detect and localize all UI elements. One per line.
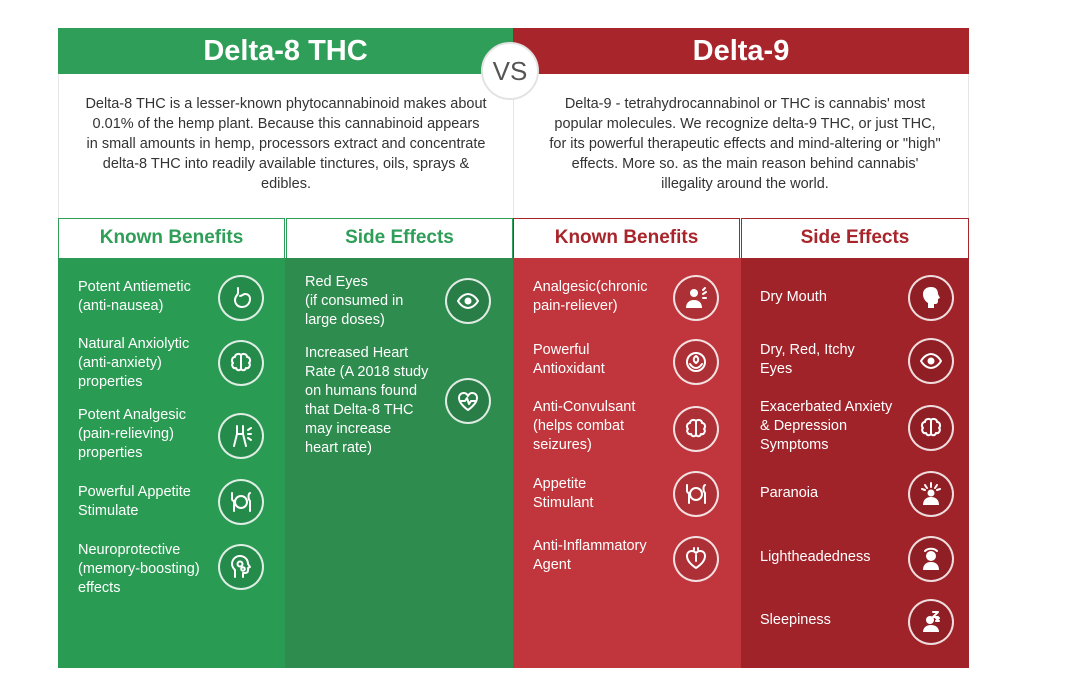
delta8-benefit-item-3: Potent Analgesic (pain-relieving) properti…	[78, 407, 187, 461]
alert-person-icon	[908, 471, 954, 517]
heart-rate-icon	[445, 378, 491, 424]
delta9-benefit-item-2: Powerful Antioxidant	[533, 342, 605, 377]
comparison-infographic: Delta-8 THC Delta-9 VS Delta-8 THC is a …	[58, 28, 969, 668]
delta9-side-effect-item-3: Exacerbated Anxiety & Depression Symptoms	[760, 399, 893, 453]
brain-icon	[908, 405, 954, 451]
head-gears-icon	[218, 544, 264, 590]
delta8-side-effect-item-1: Red Eyes (if consumed in large doses)	[305, 274, 404, 328]
delta8-description: Delta-8 THC is a lesser-known phytocanna…	[58, 74, 513, 218]
vs-badge: VS	[481, 42, 539, 100]
delta9-side-effect-item-2: Dry, Red, Itchy Eyes	[760, 342, 855, 377]
plate-icon	[218, 479, 264, 525]
joint-pain-icon	[218, 413, 264, 459]
delta9-banner: Delta-9	[513, 28, 969, 83]
delta9-benefit-item-4: Appetite Stimulant	[533, 476, 594, 511]
delta8-side-effect-item-2: Increased Heart Rate (A 2018 study on huma…	[305, 345, 429, 456]
delta8-side-effects-heading: Side Effects	[286, 218, 513, 258]
delta9-side-effects-column: Dry Mouth Dry, Red, Itchy Eyes Exacerbated …	[741, 258, 969, 668]
brain-icon	[218, 340, 264, 386]
delta9-benefit-item-3: Anti-Convulsant (helps combat seizures)	[533, 399, 636, 453]
delta9-side-effect-item-5: Lightheadedness	[760, 549, 871, 565]
delta9-description: Delta-9 - tetrahydrocannabinol or THC is…	[513, 74, 969, 218]
head-profile-icon	[908, 275, 954, 321]
eye-icon	[908, 338, 954, 384]
delta8-benefits-heading: Known Benefits	[58, 218, 285, 258]
delta8-benefit-item-4: Powerful Appetite Stimulate	[78, 484, 191, 519]
heart-organ-icon	[673, 536, 719, 582]
delta9-title: Delta-9	[692, 35, 790, 67]
delta8-side-effects-column: Red Eyes (if consumed in large doses) Incre…	[285, 258, 513, 668]
delta9-side-effect-item-1: Dry Mouth	[760, 289, 827, 305]
dizzy-person-icon	[908, 536, 954, 582]
delta8-benefit-item-1: Potent Antiemetic (anti-nausea)	[78, 279, 191, 314]
delta8-banner: Delta-8 THC	[58, 28, 513, 83]
delta8-benefits-column: Potent Antiemetic (anti-nausea) Natural An…	[58, 258, 285, 668]
sleep-icon	[908, 599, 954, 645]
delta9-side-effect-item-6: Sleepiness	[760, 612, 831, 628]
person-pain-icon	[673, 275, 719, 321]
delta9-benefit-item-1: Analgesic(chronic pain-reliever)	[533, 279, 648, 314]
brain-icon	[673, 406, 719, 452]
delta9-benefits-heading: Known Benefits	[513, 218, 740, 258]
delta9-benefit-item-5: Anti-Inflammatory Agent	[533, 538, 647, 573]
delta8-benefit-item-2: Natural Anxiolytic (anti-anxiety) properti…	[78, 336, 190, 390]
plate-icon	[673, 471, 719, 517]
eye-icon	[445, 278, 491, 324]
delta8-title: Delta-8 THC	[203, 35, 368, 67]
delta9-side-effect-item-4: Paranoia	[760, 485, 819, 501]
delta9-benefits-column: Analgesic(chronic pain-reliever) Powerful A…	[513, 258, 741, 668]
stomach-icon	[218, 275, 264, 321]
delta9-side-effects-heading: Side Effects	[741, 218, 969, 258]
delta8-benefit-item-5: Neuroprotective (memory-boosting) effects	[78, 542, 200, 596]
antioxidant-icon	[673, 339, 719, 385]
